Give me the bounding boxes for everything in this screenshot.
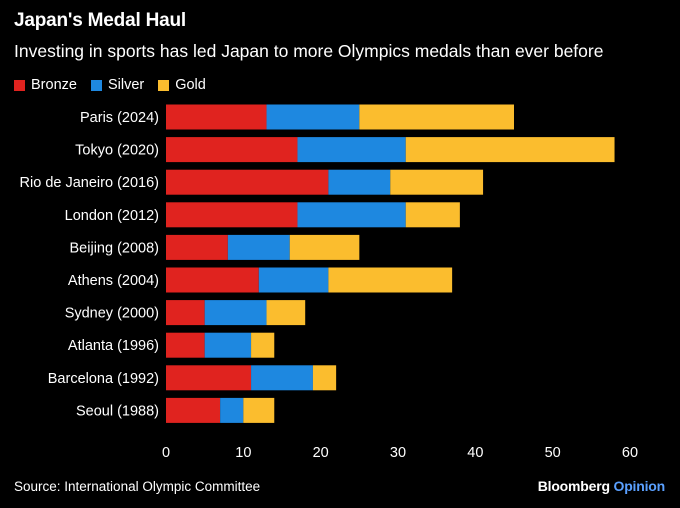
category-label-beijing-2008: Beijing (2008) [70, 240, 159, 256]
legend-swatch-silver [90, 79, 102, 91]
bar-silver-beijing-2008 [227, 234, 290, 260]
legend-swatch-gold [158, 79, 170, 91]
bar-bronze-barcelona-1992 [166, 365, 252, 391]
bar-silver-barcelona-1992 [251, 365, 313, 391]
category-label-sydney-2000: Sydney (2000) [65, 306, 159, 322]
bar-bronze-london-2012 [166, 202, 298, 228]
category-label-rio-de-janeiro-2016: Rio de Janeiro (2016) [20, 175, 159, 191]
bar-gold-barcelona-1992 [312, 365, 337, 391]
bar-bronze-athens-2004 [166, 267, 259, 293]
bar-bronze-tokyo-2020 [166, 137, 298, 163]
brand-name: Bloomberg [537, 478, 610, 494]
category-label-barcelona-1992: Barcelona (1992) [48, 371, 159, 387]
bar-gold-rio-de-janeiro-2016 [390, 169, 484, 195]
brand-suffix: Opinion [613, 478, 666, 494]
bar-bronze-sydney-2000 [166, 300, 205, 326]
x-tick-label-40: 40 [467, 445, 483, 461]
legend-item-silver: Silver [90, 77, 145, 93]
category-label-london-2012: London (2012) [65, 208, 159, 224]
legend: Bronze Silver Gold [14, 77, 220, 93]
bar-bronze-paris-2024 [166, 104, 267, 130]
bar-gold-atlanta-1996 [251, 332, 275, 358]
x-tick-label-60: 60 [622, 445, 638, 461]
bar-gold-beijing-2008 [289, 234, 360, 260]
brand-logo: Bloomberg Opinion [538, 478, 665, 494]
category-label-seoul-1988: Seoul (1988) [76, 403, 159, 419]
legend-swatch-bronze [14, 79, 25, 91]
bar-bronze-seoul-1988 [166, 397, 221, 423]
bar-gold-athens-2004 [328, 267, 453, 293]
legend-item-bronze: Bronze [14, 77, 77, 93]
legend-label-bronze: Bronze [31, 77, 77, 93]
bar-silver-atlanta-1996 [204, 332, 252, 358]
bar-silver-paris-2024 [266, 104, 360, 130]
x-tick-label-20: 20 [313, 445, 329, 461]
bar-gold-london-2012 [405, 202, 460, 228]
bar-silver-sydney-2000 [204, 300, 267, 326]
legend-item-gold: Gold [158, 77, 206, 93]
x-tick-label-0: 0 [162, 445, 170, 461]
x-tick-label-30: 30 [390, 445, 406, 461]
bar-silver-tokyo-2020 [297, 137, 406, 163]
bar-gold-paris-2024 [359, 104, 514, 130]
bar-silver-rio-de-janeiro-2016 [328, 169, 391, 195]
x-tick-label-50: 50 [545, 445, 561, 461]
legend-label-gold: Gold [175, 77, 206, 93]
bar-bronze-atlanta-1996 [166, 332, 205, 358]
bar-silver-london-2012 [297, 202, 406, 228]
bar-gold-tokyo-2020 [405, 137, 615, 163]
category-label-atlanta-1996: Atlanta (1996) [68, 338, 159, 354]
bar-gold-sydney-2000 [266, 300, 306, 326]
category-label-athens-2004: Athens (2004) [68, 273, 159, 289]
bar-silver-athens-2004 [258, 267, 329, 293]
category-label-paris-2024: Paris (2024) [80, 110, 159, 126]
source-note: Source: International Olympic Committee [14, 479, 261, 494]
bar-bronze-rio-de-janeiro-2016 [166, 169, 329, 195]
legend-label-silver: Silver [107, 77, 145, 93]
chart-title: Japan's Medal Haul [14, 10, 186, 31]
bar-gold-seoul-1988 [243, 397, 275, 423]
x-tick-label-10: 10 [235, 445, 251, 461]
chart-subtitle: Investing in sports has led Japan to mor… [14, 41, 604, 61]
bar-silver-seoul-1988 [220, 397, 244, 423]
category-label-tokyo-2020: Tokyo (2020) [75, 143, 159, 159]
bar-bronze-beijing-2008 [166, 234, 228, 260]
